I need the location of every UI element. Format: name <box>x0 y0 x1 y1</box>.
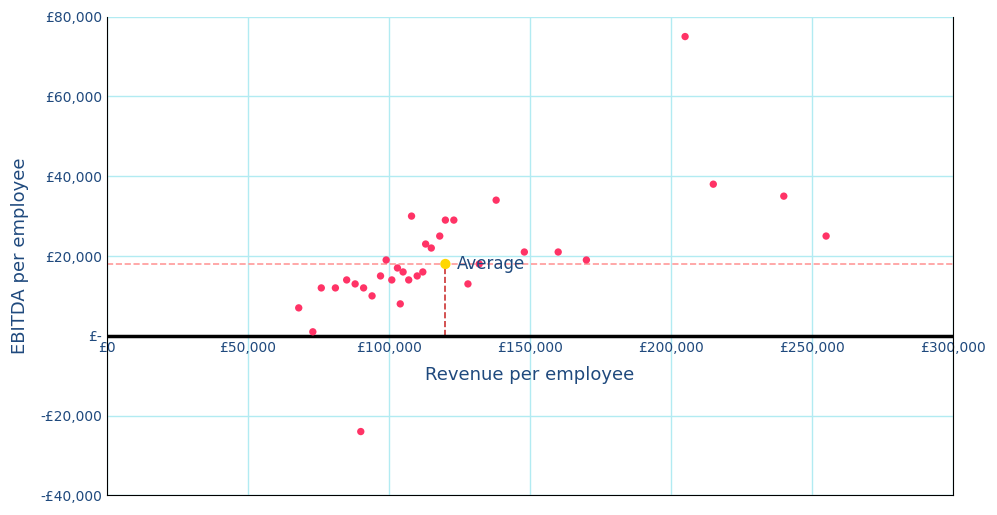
Point <box>364 292 380 300</box>
Point <box>578 256 594 264</box>
Point <box>432 232 448 240</box>
Point <box>409 272 425 280</box>
Point <box>446 216 462 224</box>
Point <box>356 284 372 292</box>
Point <box>438 216 454 224</box>
Point <box>390 264 406 272</box>
Point <box>392 300 408 308</box>
X-axis label: Revenue per employee: Revenue per employee <box>426 367 635 385</box>
Point <box>378 256 394 264</box>
Point <box>776 192 792 200</box>
Point <box>489 196 504 204</box>
Point <box>373 272 389 280</box>
Point <box>424 244 440 252</box>
Point <box>305 328 321 336</box>
Point <box>418 240 434 248</box>
Point <box>401 276 417 284</box>
Point <box>460 280 476 288</box>
Point <box>339 276 355 284</box>
Point <box>384 276 400 284</box>
Point <box>415 268 431 276</box>
Point <box>516 248 532 256</box>
Point <box>327 284 343 292</box>
Point <box>472 260 488 268</box>
Point <box>291 304 307 312</box>
Point <box>438 260 454 268</box>
Point <box>677 32 693 41</box>
Point <box>819 232 834 240</box>
Point <box>347 280 363 288</box>
Text: Average: Average <box>457 255 524 273</box>
Point <box>395 268 411 276</box>
Point <box>705 180 721 188</box>
Point <box>404 212 420 220</box>
Y-axis label: EBITDA per employee: EBITDA per employee <box>11 158 29 354</box>
Point <box>313 284 329 292</box>
Point <box>550 248 566 256</box>
Point <box>353 427 369 436</box>
